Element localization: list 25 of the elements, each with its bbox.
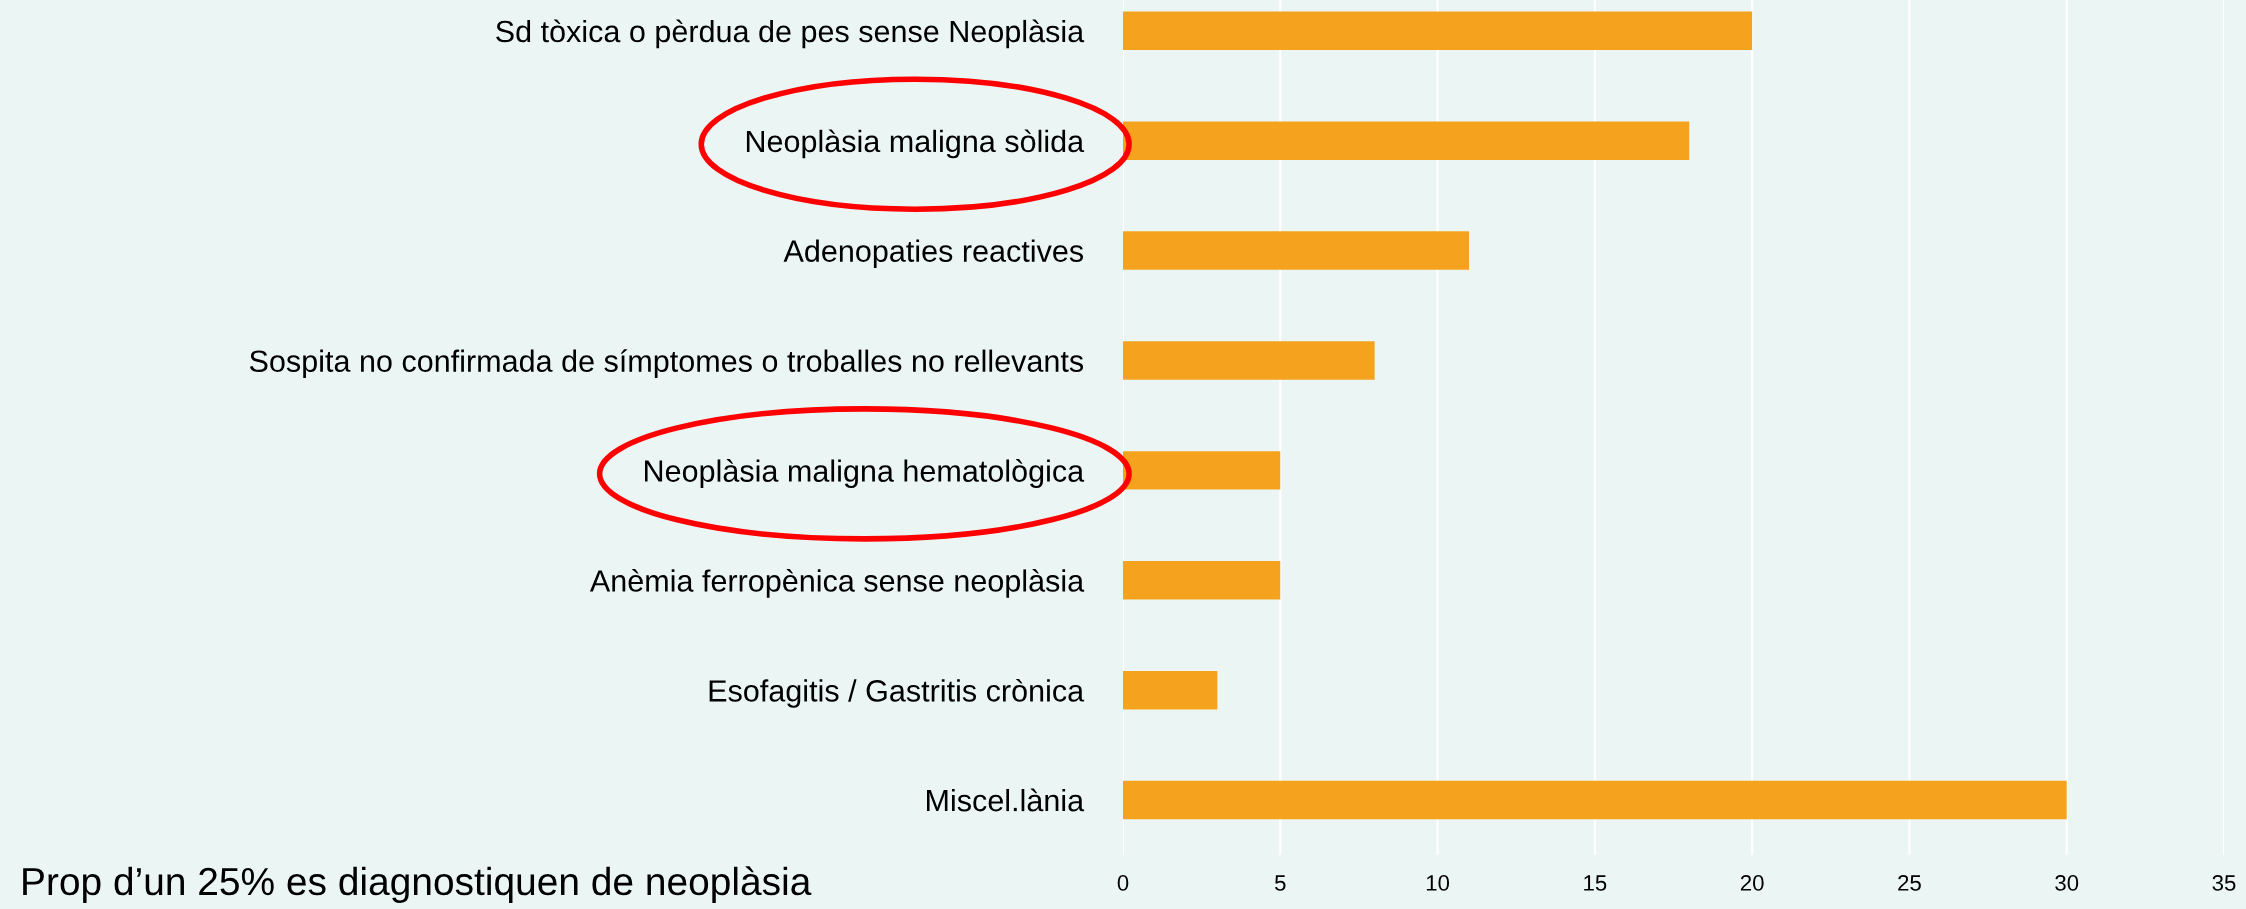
y-tick-label: Miscel.lània xyxy=(927,788,1085,812)
x-tick-label: 20 xyxy=(1740,875,1764,891)
bar xyxy=(1123,670,1218,710)
y-tick-label: Sospita no confirmada de símptomes o troballes no rellevants xyxy=(249,349,1084,379)
bar xyxy=(1123,561,1281,600)
bar xyxy=(1123,231,1470,270)
bar xyxy=(1123,780,2067,820)
x-tick-label: 0 xyxy=(1117,875,1129,891)
x-tick-label: 30 xyxy=(2055,875,2079,891)
bar xyxy=(1123,121,1690,160)
y-tick-label: Adenopaties reactives xyxy=(783,239,1084,268)
bar xyxy=(1123,451,1281,490)
y-tick-label: Neoplàsia maligna hematològica xyxy=(645,459,1085,488)
x-tick-label: 25 xyxy=(1898,875,1921,891)
x-tick-label: 15 xyxy=(1584,875,1607,891)
y-tick-label: Esofagitis / Gastritis crònica xyxy=(709,678,1085,708)
x-tick-label: 10 xyxy=(1426,875,1450,891)
y-tick-label: Anèmia ferropènica sense neoplàsia xyxy=(589,569,1085,598)
y-tick-label: Sd tòxica o pèrdua de pes sense Neoplàsia xyxy=(496,19,1085,49)
bar xyxy=(1123,341,1375,380)
y-tick-label: Neoplàsia maligna sòlida xyxy=(746,129,1085,159)
text: Prop d’un 25% es diagnostiquen de neoplàsia xyxy=(23,866,812,903)
x-tick-label: 5 xyxy=(1275,875,1286,891)
bar xyxy=(1123,11,1753,50)
x-tick-label: 35 xyxy=(2212,875,2236,891)
